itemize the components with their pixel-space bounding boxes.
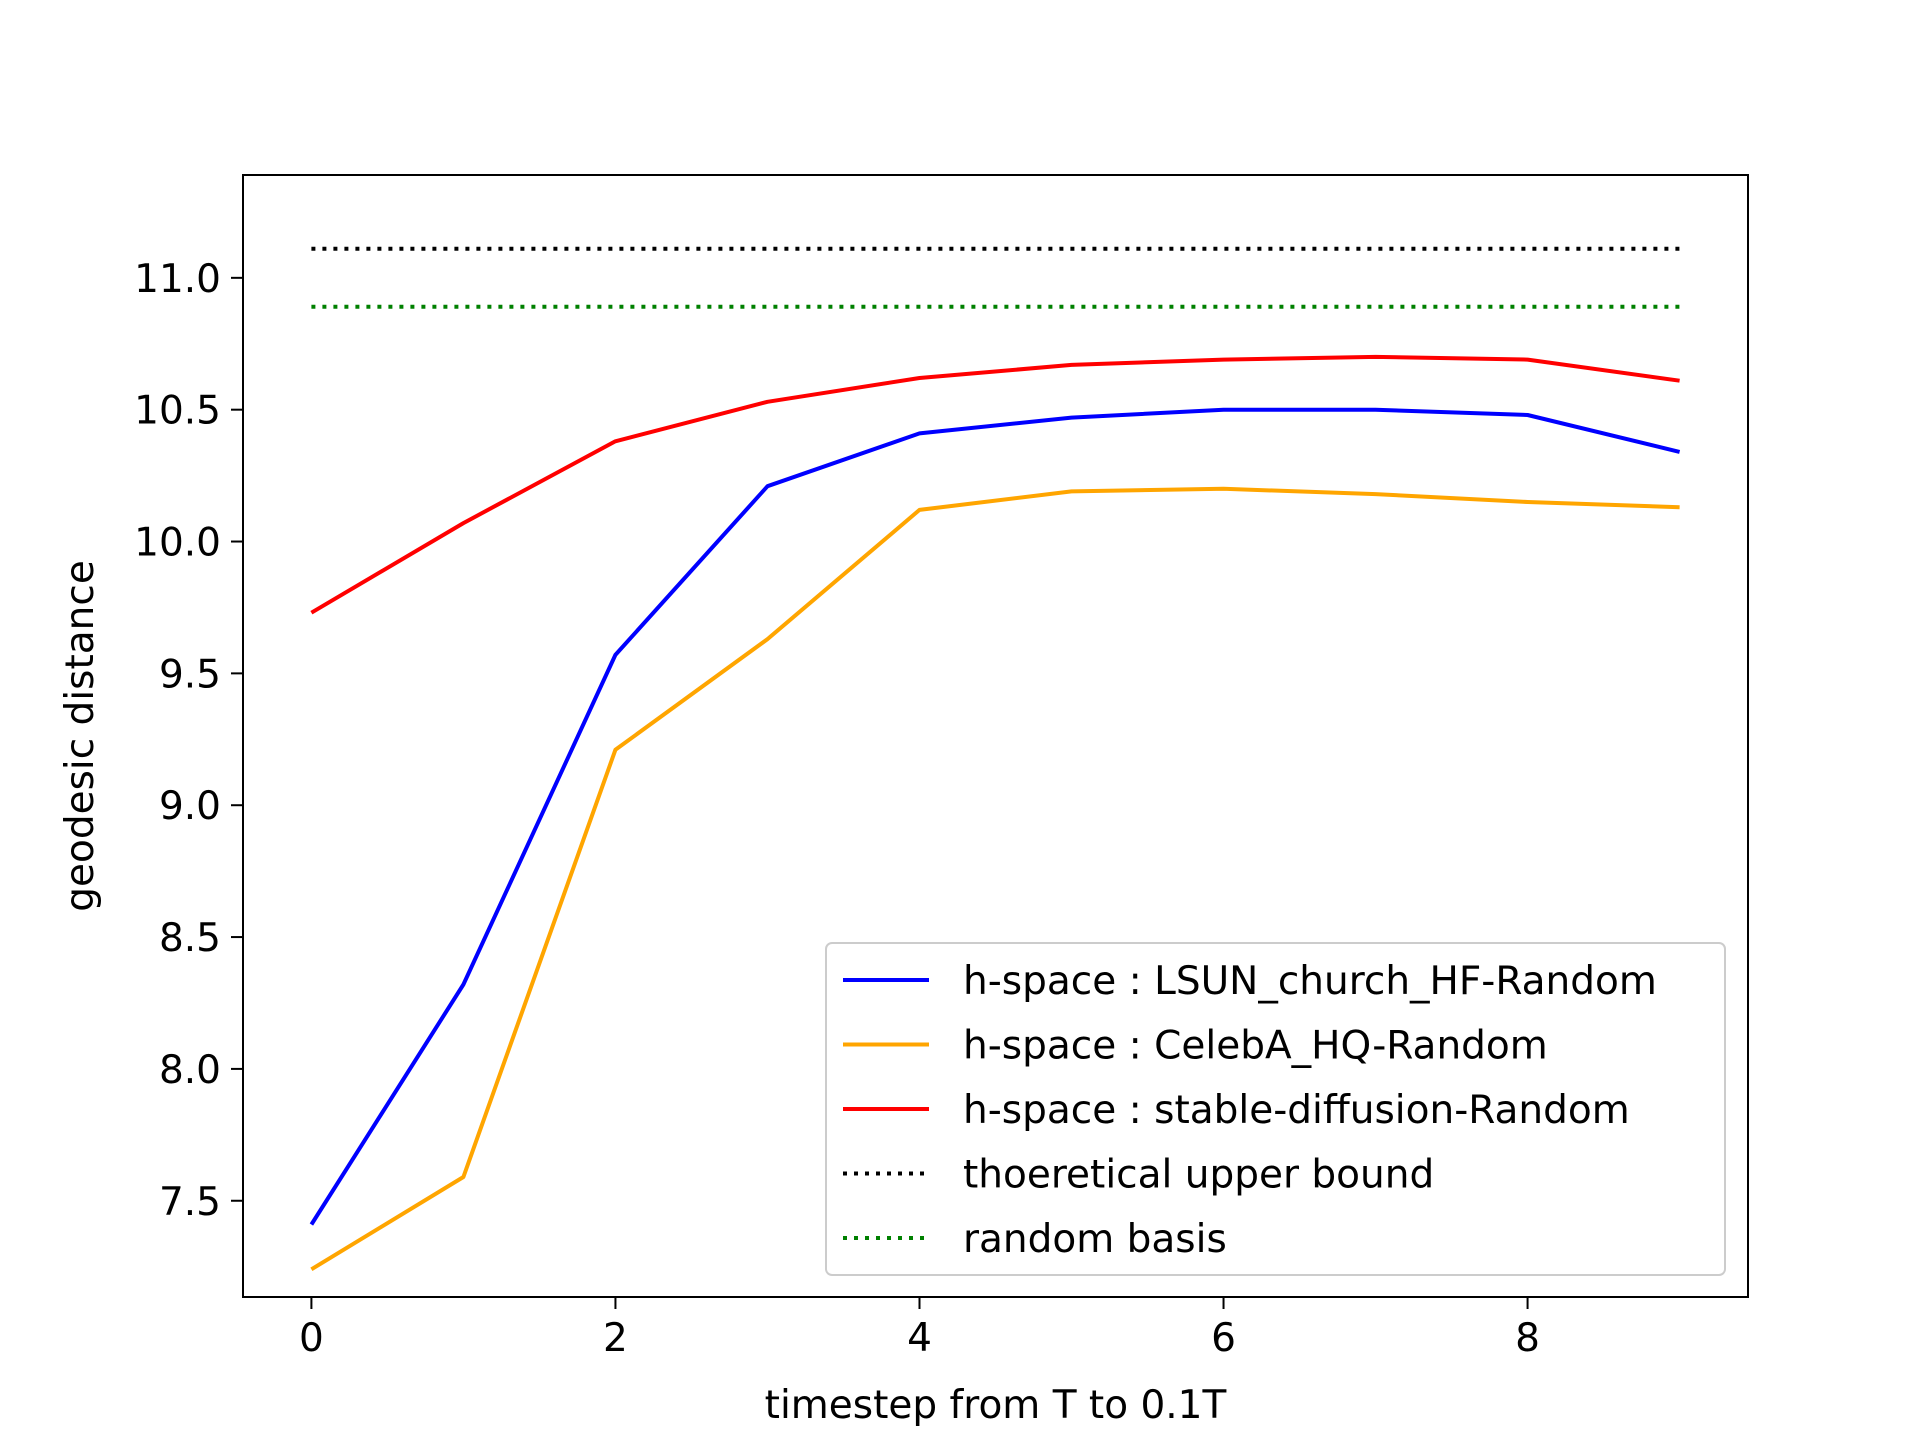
legend-label-4: random basis bbox=[963, 1217, 1227, 1262]
legend-box bbox=[825, 942, 1726, 1276]
x-axis-label: timestep from T to 0.1T bbox=[765, 1383, 1227, 1428]
legend-label-0: h-space : LSUN_church_HF-Random bbox=[963, 959, 1657, 1004]
y-tick-label: 10.0 bbox=[134, 521, 221, 566]
y-axis: 7.5 8.0 8.5 9.0 9.5 10.0 10.5 11.0 bbox=[134, 257, 243, 1225]
y-tick-label: 9.5 bbox=[159, 652, 221, 697]
series-layer bbox=[309, 246, 1681, 1272]
series-line-2 bbox=[310, 354, 1680, 615]
plot-frame bbox=[242, 174, 1749, 1298]
legend-label-3: thoeretical upper bound bbox=[963, 1153, 1434, 1198]
y-tick-label: 7.5 bbox=[159, 1180, 221, 1225]
y-axis-label: geodesic distance bbox=[58, 560, 103, 912]
y-tick-label: 9.0 bbox=[159, 784, 221, 829]
y-tick-label: 8.5 bbox=[159, 916, 221, 961]
legend: h-space : LSUN_church_HF-Random h-space :… bbox=[825, 942, 1726, 1276]
y-tick-label: 10.5 bbox=[134, 389, 221, 434]
legend-label-1: h-space : CelebA_HQ-Random bbox=[963, 1024, 1548, 1069]
x-tick-label: 0 bbox=[299, 1316, 324, 1361]
x-tick-label: 6 bbox=[1211, 1316, 1236, 1361]
x-tick-label: 2 bbox=[603, 1316, 628, 1361]
x-tick-label: 8 bbox=[1515, 1316, 1540, 1361]
series-line-0 bbox=[309, 407, 1681, 1226]
series-line-1 bbox=[310, 486, 1680, 1272]
legend-label-2: h-space : stable-diffusion-Random bbox=[963, 1088, 1630, 1133]
x-tick-label: 4 bbox=[907, 1316, 932, 1361]
y-tick-label: 11.0 bbox=[134, 257, 221, 302]
y-tick-label: 8.0 bbox=[159, 1048, 221, 1093]
x-axis: 0 2 4 6 8 bbox=[299, 1297, 1540, 1361]
